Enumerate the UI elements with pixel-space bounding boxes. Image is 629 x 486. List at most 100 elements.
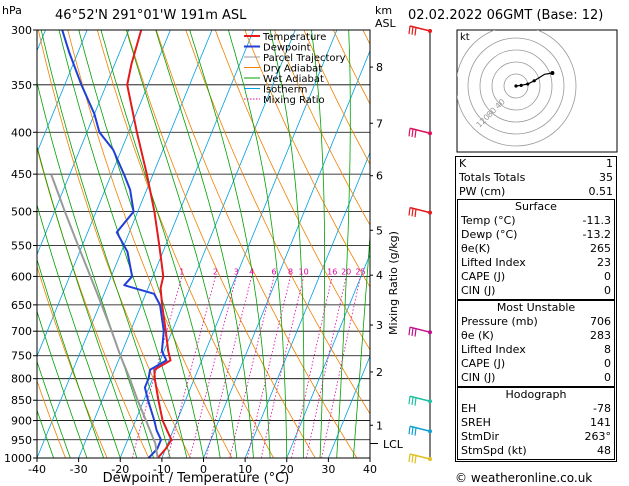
mixing-ratio-line <box>167 276 216 458</box>
index-value: 35 <box>599 171 613 184</box>
hodograph-params-title: Hodograph <box>505 388 567 401</box>
hodograph-param-value: 48 <box>597 444 611 457</box>
surface-row: Dewp (°C) -13.2 <box>458 228 614 242</box>
dry-adiabat <box>37 265 108 458</box>
index-row: Totals Totals 35 <box>456 171 616 185</box>
km-tick-label: 5 <box>376 224 383 237</box>
isotherm <box>286 253 370 458</box>
km-tick-label: 1 <box>376 419 383 432</box>
most-unstable-label: Pressure (mb) <box>461 315 538 328</box>
hodograph-param-value: 141 <box>590 416 611 429</box>
wind-barb <box>408 206 432 218</box>
index-label: K <box>459 157 467 170</box>
pressure-tick-label: 300 <box>11 24 32 37</box>
datetime-title: 02.02.2022 06GMT (Base: 12) <box>408 8 603 23</box>
isotherm <box>37 30 130 256</box>
surface-value: 0 <box>604 284 611 297</box>
most-unstable-row: Lifted Index 8 <box>458 343 614 357</box>
surface-row: Temp (°C) -11.3 <box>458 214 614 228</box>
temperature-tick-label: 0 <box>200 463 207 476</box>
hodograph-ring <box>491 61 541 111</box>
asl-unit: ASL <box>375 17 397 30</box>
surface-value: 265 <box>590 242 611 255</box>
pressure-tick-label: 550 <box>11 239 32 252</box>
isotherm <box>244 151 370 458</box>
wet-adiabat <box>311 30 326 458</box>
mixing-ratio-label: 10 <box>299 267 309 276</box>
temperature-tick-label: -20 <box>111 463 129 476</box>
pressure-tick-label: 800 <box>11 373 32 386</box>
mixing-ratio-label: 20 <box>341 267 351 276</box>
wet-adiabat <box>155 30 254 458</box>
index-value: 1 <box>606 157 613 170</box>
mixing-ratio-label: 6 <box>272 267 277 276</box>
surface-label: Lifted Index <box>461 256 526 269</box>
surface-label: Temp (°C) <box>461 214 516 227</box>
hodograph-param-value: 263° <box>584 430 612 443</box>
temperature-tick-label: -40 <box>28 463 46 476</box>
legend-label: Isotherm <box>263 85 307 96</box>
wind-barb <box>408 25 432 36</box>
hodograph-ring <box>503 73 529 99</box>
hodograph-point <box>514 84 518 88</box>
pressure-tick-label: 650 <box>11 299 32 312</box>
pressure-tick-label: 450 <box>11 168 32 181</box>
km-tick-label: 8 <box>376 61 383 74</box>
index-label: Totals Totals <box>459 171 526 184</box>
mixing-ratio-line <box>260 276 305 458</box>
most-unstable-value: 0 <box>604 371 611 384</box>
hodograph-ring <box>457 30 577 147</box>
wet-adiabat <box>37 80 154 458</box>
pressure-tick-label: 1000 <box>4 452 32 465</box>
surface-value: -13.2 <box>582 228 611 241</box>
dry-adiabat <box>37 146 150 458</box>
isotherm <box>161 30 338 458</box>
km-axis: 1 2 3 4 5 6 7 8 <box>370 61 383 444</box>
lcl-label: LCL <box>383 438 404 451</box>
index-row: PW (cm) 0.51 <box>456 185 616 199</box>
surface-section: Surface Temp (°C) -11.3 Dewp (°C) -13.2 θe(K… <box>457 199 615 300</box>
copyright: © weatheronline.co.uk <box>455 471 592 485</box>
y-axis-label: Mixing Ratio (g/kg) <box>387 231 400 335</box>
wet-adiabat <box>37 409 54 458</box>
wet-adiabat <box>100 30 221 458</box>
isotherm <box>37 30 88 154</box>
mixing-ratio-line <box>205 276 253 458</box>
hodograph-point <box>526 82 530 86</box>
hodograph-param-label: StmDir <box>461 430 500 443</box>
temperature-tick-label: 40 <box>363 463 377 476</box>
surface-label: Dewp (°C) <box>461 228 518 241</box>
surface-row: CIN (J) 0 <box>458 284 614 298</box>
km-tick-label: 6 <box>376 170 383 183</box>
most-unstable-title: Most Unstable <box>496 301 576 314</box>
hodograph-ring <box>467 37 565 135</box>
hodograph-frame <box>456 29 618 153</box>
most-unstable-row: CIN (J) 0 <box>458 371 614 385</box>
wind-barb <box>408 453 432 464</box>
wet-adiabat <box>37 203 121 458</box>
wet-adiabat <box>189 30 271 458</box>
surface-label: CIN (J) <box>461 284 496 297</box>
km-tick-label: 7 <box>376 117 383 130</box>
pressure-tick-label: 750 <box>11 350 32 363</box>
most-unstable-row: θe (K) 283 <box>458 329 614 343</box>
temperature-profile <box>126 30 173 458</box>
pressure-tick-label: 900 <box>11 415 32 428</box>
mixing-ratio-line <box>246 276 291 458</box>
legend-label: Wet Adiabat <box>263 74 324 85</box>
most-unstable-label: CIN (J) <box>461 371 496 384</box>
wind-barb <box>408 127 432 138</box>
pressure-tick-label: 350 <box>11 79 32 92</box>
dry-adiabat <box>155 30 358 458</box>
temperature-tick-label: 20 <box>280 463 294 476</box>
most-unstable-label: θe (K) <box>461 329 494 342</box>
index-label: PW (cm) <box>459 185 506 198</box>
hodograph-param-value: -78 <box>593 402 611 415</box>
index-value: 0.51 <box>588 185 614 198</box>
wet-adiabat <box>269 30 305 458</box>
wet-adiabat <box>58 30 188 458</box>
dry-adiabat <box>185 30 370 415</box>
